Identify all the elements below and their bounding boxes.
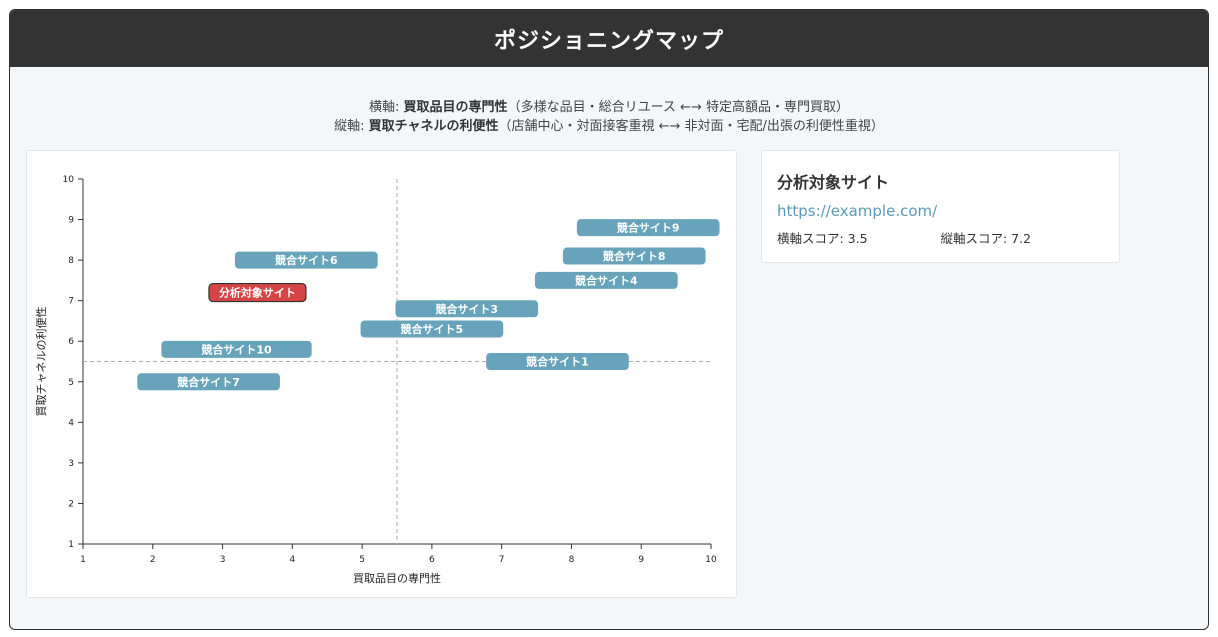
y-tick-label: 10 <box>63 175 75 185</box>
x-tick-label: 5 <box>359 555 365 565</box>
point-label: 競合サイト4 <box>575 273 638 287</box>
y-axis-title: 買取チャネルの利便性 <box>34 307 48 417</box>
x-tick-label: 2 <box>150 555 156 565</box>
y-tick-label: 1 <box>68 540 74 550</box>
point-pill <box>486 353 629 370</box>
chart-card: 1 2 3 4 5 6 7 8 9 10 1 2 3 4 5 6 7 8 9 10 買取品目の専門性 買取チャネルの利便性… <box>26 150 737 598</box>
target-site-info-card: 分析対象サイト https://example.com/ 横軸スコア: 3.5 … <box>761 150 1120 263</box>
y-axis-name: 買取チャネルの利便性 <box>368 119 499 134</box>
target-site-marker: 分析対象サイト <box>208 282 307 303</box>
competitor-site-marker: 競合サイト8 <box>562 247 706 265</box>
info-title: 分析対象サイト <box>777 173 890 192</box>
point-label: 競合サイト8 <box>603 249 666 263</box>
y-axis-description: 縦軸: 買取チャネルの利便性（店舗中心・対面接客重視 ←→ 非対面・宅配/出張の… <box>10 117 1208 136</box>
target-site-url-link[interactable]: https://example.com/ <box>777 202 938 220</box>
point-pill <box>137 373 280 391</box>
competitor-site-marker: 競合サイト7 <box>137 373 280 391</box>
point-pill <box>395 300 539 318</box>
point-label: 競合サイト7 <box>177 375 240 389</box>
x-axis-detail: （多様な品目・総合リユース ←→ 特定高額品・専門買取） <box>507 100 849 115</box>
point-label: 競合サイト3 <box>435 302 498 316</box>
point-pill <box>535 271 678 289</box>
point-label: 分析対象サイト <box>219 286 296 300</box>
competitor-site-marker: 競合サイト3 <box>395 300 539 318</box>
axis-description: 横軸: 買取品目の専門性（多様な品目・総合リユース ←→ 特定高額品・専門買取）… <box>10 98 1208 136</box>
point-pill <box>161 340 312 358</box>
point-label: 競合サイト6 <box>275 253 338 267</box>
x-axis-description: 横軸: 買取品目の専門性（多様な品目・総合リユース ←→ 特定高額品・専門買取） <box>10 98 1208 117</box>
page-title: ポジショニングマップ <box>493 28 724 54</box>
x-tick-label: 1 <box>80 555 86 565</box>
y-tick-label: 4 <box>68 418 74 428</box>
x-tick-label: 9 <box>638 555 644 565</box>
x-axis-prefix: 横軸: <box>369 100 404 115</box>
x-axis-title: 買取品目の専門性 <box>353 571 441 585</box>
positioning-map-panel: ポジショニングマップ 横軸: 買取品目の専門性（多様な品目・総合リユース ←→ … <box>9 9 1209 630</box>
y-tick-label: 8 <box>68 256 74 266</box>
point-pill <box>208 282 307 303</box>
y-tick-label: 3 <box>68 459 74 469</box>
point-pill <box>360 320 504 338</box>
point-pill <box>576 219 720 237</box>
point-label: 競合サイト9 <box>617 221 680 235</box>
x-tick-label: 8 <box>569 555 575 565</box>
y-tick-label: 6 <box>68 337 74 347</box>
header-bar: ポジショニングマップ <box>10 10 1208 67</box>
point-label: 競合サイト5 <box>401 322 464 336</box>
score-row: 横軸スコア: 3.5 縦軸スコア: 7.2 <box>777 228 1104 247</box>
competitor-site-marker: 競合サイト5 <box>360 320 504 338</box>
x-tick-label: 10 <box>705 555 717 565</box>
x-tick-label: 3 <box>220 555 226 565</box>
point-label: 競合サイト1 <box>526 355 589 369</box>
y-tick-label: 5 <box>68 378 74 388</box>
point-label: 競合サイト10 <box>201 342 272 356</box>
y-score: 縦軸スコア: 7.2 <box>940 231 1032 246</box>
y-tick-label: 2 <box>68 499 74 509</box>
competitor-site-marker: 競合サイト10 <box>161 340 312 358</box>
point-pill <box>234 251 378 269</box>
x-axis-name: 買取品目の専門性 <box>403 100 508 115</box>
x-score: 横軸スコア: 3.5 <box>777 231 868 246</box>
competitor-site-marker: 競合サイト4 <box>535 271 678 289</box>
y-axis-prefix: 縦軸: <box>334 119 369 134</box>
positioning-chart: 1 2 3 4 5 6 7 8 9 10 1 2 3 4 5 6 7 8 9 10 買取品目の専門性 買取チャネルの利便性… <box>34 175 720 585</box>
x-tick-label: 7 <box>499 555 505 565</box>
x-tick-label: 6 <box>429 555 435 565</box>
competitor-site-marker: 競合サイト1 <box>486 353 629 370</box>
x-tick-label: 4 <box>289 555 295 565</box>
competitor-site-marker: 競合サイト6 <box>234 251 378 269</box>
y-tick-label: 7 <box>68 297 74 307</box>
competitor-site-marker: 競合サイト9 <box>576 219 720 237</box>
y-tick-label: 9 <box>68 216 74 226</box>
y-axis-detail: （店舗中心・対面接客重視 ←→ 非対面・宅配/出張の利便性重視） <box>498 119 884 134</box>
point-pill <box>562 247 706 265</box>
